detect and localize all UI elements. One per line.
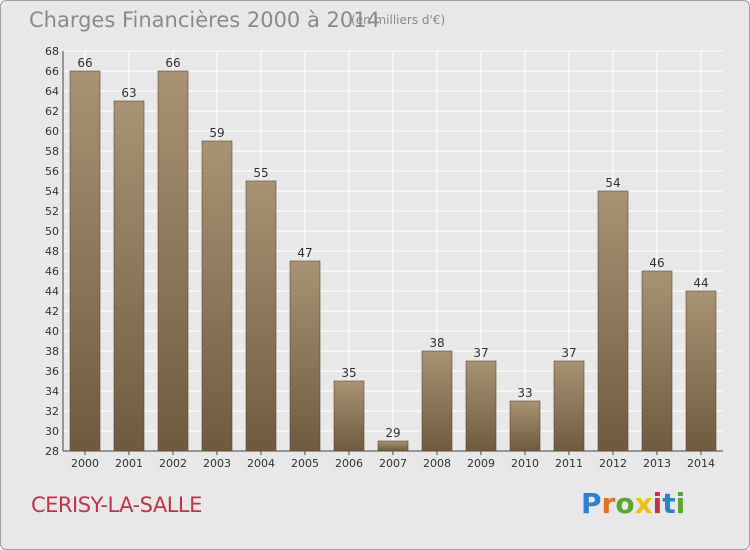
x-tick-label: 2014	[687, 457, 715, 470]
y-tick-label: 44	[45, 285, 59, 298]
data-label: 37	[473, 346, 488, 360]
logo-letter: i	[652, 487, 663, 520]
x-tick-label: 2008	[423, 457, 451, 470]
y-tick-label: 68	[45, 45, 59, 58]
y-tick-label: 46	[45, 265, 59, 278]
data-label: 63	[121, 86, 136, 100]
x-tick-label: 2002	[159, 457, 187, 470]
y-tick-label: 58	[45, 145, 59, 158]
y-tick-label: 66	[45, 65, 59, 78]
data-label: 44	[693, 276, 708, 290]
y-tick-label: 34	[45, 385, 59, 398]
logo-letter: i	[675, 487, 686, 520]
x-tick-label: 2004	[247, 457, 275, 470]
bar[interactable]	[421, 350, 453, 452]
data-label: 38	[429, 336, 444, 350]
data-label: 35	[341, 366, 356, 380]
x-tick-label: 2007	[379, 457, 407, 470]
chart-title: Charges Financières 2000 à 2014	[29, 8, 380, 32]
logo-letter: t	[662, 487, 676, 520]
x-tick-label: 2013	[643, 457, 671, 470]
data-label: 66	[77, 56, 92, 70]
x-tick-label: 2001	[115, 457, 143, 470]
bar[interactable]	[113, 100, 145, 452]
data-label: 37	[561, 346, 576, 360]
data-label: 47	[297, 246, 312, 260]
x-tick-label: 2010	[511, 457, 539, 470]
data-label: 54	[605, 176, 620, 190]
bar[interactable]	[69, 70, 101, 452]
bar[interactable]	[333, 380, 365, 452]
data-label: 55	[253, 166, 268, 180]
bar[interactable]	[685, 290, 717, 452]
y-tick-label: 28	[45, 445, 59, 458]
data-label: 66	[165, 56, 180, 70]
y-tick-label: 60	[45, 125, 59, 138]
data-label: 33	[517, 386, 532, 400]
data-label: 46	[649, 256, 664, 270]
y-tick-label: 40	[45, 325, 59, 338]
y-tick-label: 42	[45, 305, 59, 318]
y-tick-label: 48	[45, 245, 59, 258]
y-tick-label: 52	[45, 205, 59, 218]
bar[interactable]	[245, 180, 277, 452]
y-tick-label: 54	[45, 185, 59, 198]
x-tick-label: 2000	[71, 457, 99, 470]
bar[interactable]	[597, 190, 629, 452]
logo-letter: r	[601, 487, 616, 520]
bar[interactable]	[553, 360, 585, 452]
y-tick-label: 36	[45, 365, 59, 378]
chart-subtitle: (en milliers d'€)	[351, 13, 446, 27]
y-tick-label: 30	[45, 425, 59, 438]
bar[interactable]	[377, 440, 409, 452]
logo-letter: P	[581, 487, 602, 520]
logo-letter: o	[615, 487, 635, 520]
y-tick-label: 62	[45, 105, 59, 118]
logo-letter: x	[634, 487, 653, 520]
bar[interactable]	[509, 400, 541, 452]
y-tick-label: 64	[45, 85, 59, 98]
x-tick-label: 2012	[599, 457, 627, 470]
x-tick-label: 2003	[203, 457, 231, 470]
bar[interactable]	[465, 360, 497, 452]
y-tick-label: 38	[45, 345, 59, 358]
place-name: CERISY-LA-SALLE	[31, 493, 202, 517]
x-tick-label: 2011	[555, 457, 583, 470]
bar[interactable]	[641, 270, 673, 452]
x-tick-label: 2006	[335, 457, 363, 470]
data-label: 59	[209, 126, 224, 140]
proxiti-logo[interactable]: Proxiti	[581, 487, 685, 520]
bar[interactable]	[289, 260, 321, 452]
y-tick-label: 50	[45, 225, 59, 238]
data-label: 29	[385, 426, 400, 440]
x-tick-label: 2009	[467, 457, 495, 470]
x-tick-label: 2005	[291, 457, 319, 470]
bar[interactable]	[157, 70, 189, 452]
y-tick-label: 56	[45, 165, 59, 178]
y-tick-label: 32	[45, 405, 59, 418]
bar[interactable]	[201, 140, 233, 452]
